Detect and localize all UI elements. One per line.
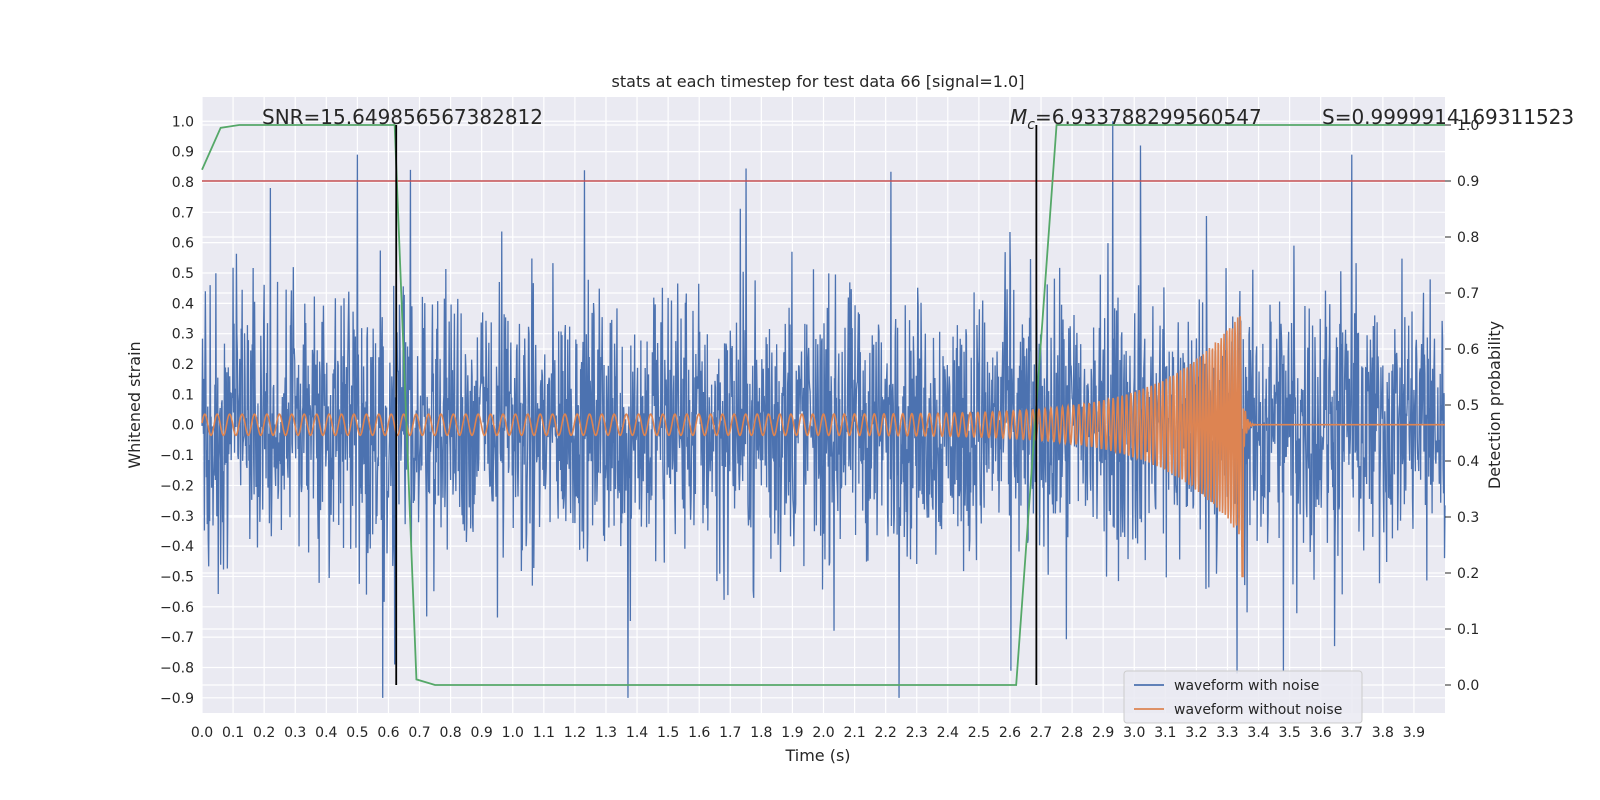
y-tick-label-right: 0.5: [1457, 398, 1479, 414]
x-tick-label: 2.0: [812, 725, 834, 741]
y-tick-label: 0.7: [172, 205, 194, 221]
x-tick-label: 1.7: [719, 725, 741, 741]
x-tick-label: 2.6: [999, 725, 1021, 741]
chart-title: stats at each timestep for test data 66 …: [612, 72, 1025, 91]
y-tick-label: −0.6: [160, 600, 194, 616]
x-tick-label: 3.1: [1154, 725, 1176, 741]
x-axis-label: Time (s): [784, 746, 850, 765]
x-tick-label: 3.3: [1216, 725, 1238, 741]
x-tick-label: 3.4: [1247, 725, 1269, 741]
legend-box: [1123, 670, 1363, 724]
y-tick-label-right: 0.9: [1457, 174, 1479, 190]
x-tick-label: 3.6: [1310, 725, 1332, 741]
x-tick-label: 2.7: [1030, 725, 1052, 741]
y-tick-label: 0.4: [172, 296, 194, 312]
legend-label-noise: waveform with noise: [1174, 678, 1319, 694]
x-tick-label: 3.8: [1372, 725, 1394, 741]
y-tick-label: 1.0: [172, 114, 194, 130]
y-tick-label: −0.5: [160, 569, 194, 585]
y-tick-label: 0.3: [172, 327, 194, 343]
chirp-mass-subscript: c: [1027, 117, 1035, 133]
y-tick-label: −0.3: [160, 509, 194, 525]
x-tick-label: 2.1: [843, 725, 865, 741]
x-tick-label: 3.7: [1341, 725, 1363, 741]
x-tick-label: 1.5: [657, 725, 679, 741]
x-tick-label: 2.4: [937, 725, 959, 741]
x-tick-label: 1.4: [626, 725, 648, 741]
chirp-mass-value: =6.933788299560547: [1035, 105, 1262, 129]
ticks: 0.0 0.1 0.2 0.3 0.4 0.5 0.6 0.7 0.8 0.9 1.0 1.1 1.2 1…: [160, 114, 1479, 741]
x-tick-label: 0.8: [439, 725, 461, 741]
x-tick-label: 1.0: [502, 725, 524, 741]
y-tick-label: 0.6: [172, 236, 194, 252]
y-tick-label: 0.8: [172, 175, 194, 191]
x-tick-label: 2.2: [875, 725, 897, 741]
x-tick-label: 2.9: [1092, 725, 1114, 741]
x-tick-label: 1.3: [595, 725, 617, 741]
x-tick-label: 2.3: [906, 725, 928, 741]
x-tick-label: 2.5: [968, 725, 990, 741]
x-tick-label: 0.5: [346, 725, 368, 741]
s-annotation: S=0.9999914169311523: [1322, 105, 1574, 129]
x-tick-label: 0.7: [408, 725, 430, 741]
y-tick-label-right: 0.8: [1457, 230, 1479, 246]
x-tick-label: 3.2: [1185, 725, 1207, 741]
y-tick-label: 0.5: [172, 266, 194, 282]
x-tick-label: 1.8: [750, 725, 772, 741]
y-tick-label: −0.1: [160, 448, 194, 464]
legend-label-clean: waveform without noise: [1174, 702, 1342, 718]
y-tick-label-right: 0.0: [1457, 678, 1479, 694]
x-tick-label: 3.5: [1278, 725, 1300, 741]
x-tick-label: 0.0: [191, 725, 213, 741]
y-tick-label-right: 0.6: [1457, 342, 1479, 358]
x-tick-label: 0.6: [377, 725, 399, 741]
x-tick-label: 1.2: [564, 725, 586, 741]
x-tick-label: 3.0: [1123, 725, 1145, 741]
y-tick-label-right: 0.2: [1457, 566, 1479, 582]
y-tick-label: 0.1: [172, 387, 194, 403]
x-tick-label: 1.6: [688, 725, 710, 741]
y-tick-label-right: 0.1: [1457, 622, 1479, 638]
y-tick-label-right: 1.0: [1457, 118, 1479, 134]
x-tick-label: 0.3: [284, 725, 306, 741]
y-tick-label: −0.2: [160, 478, 194, 494]
series-detection-probability: [201, 124, 1445, 686]
chirp-mass-annotation: Mc=6.933788299560547: [1010, 105, 1262, 133]
x-tick-label: 1.9: [781, 725, 803, 741]
snr-annotation: SNR=15.649856567382812: [262, 105, 543, 129]
y-tick-label: −0.4: [160, 539, 194, 555]
y-tick-label-right: 0.7: [1457, 286, 1479, 302]
series-waveform-without-noise: [201, 316, 1445, 578]
x-tick-label: 0.4: [315, 725, 337, 741]
x-tick-label: 0.1: [222, 725, 244, 741]
plot-series: [201, 121, 1446, 698]
y-axis-label-right: Detection probability: [1485, 321, 1504, 489]
x-tick-label: 2.8: [1061, 725, 1083, 741]
y-tick-label-right: 0.4: [1457, 454, 1479, 470]
x-tick-label: 0.2: [253, 725, 275, 741]
y-tick-label: 0.9: [172, 145, 194, 161]
y-tick-label: −0.9: [160, 691, 194, 707]
x-tick-label: 3.9: [1403, 725, 1425, 741]
y-tick-label: −0.7: [160, 630, 194, 646]
x-tick-label: 1.1: [533, 725, 555, 741]
y-axis-label: Whitened strain: [125, 341, 144, 468]
chirp-mass-symbol: M: [1010, 105, 1027, 129]
y-tick-label: −0.8: [160, 660, 194, 676]
legend: waveform with noise waveform without noi…: [1123, 670, 1363, 724]
y-tick-label: 0.2: [172, 357, 194, 373]
y-tick-label: 0.0: [172, 418, 194, 434]
y-tick-label-right: 0.3: [1457, 510, 1479, 526]
x-tick-label: 0.9: [471, 725, 493, 741]
